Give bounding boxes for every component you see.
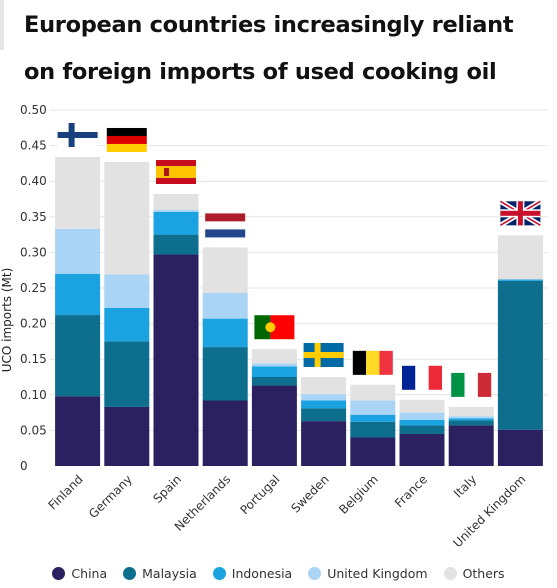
bar-segment (399, 412, 445, 420)
bar-segment (448, 416, 494, 419)
legend-item: Malaysia (123, 566, 197, 581)
x-tick-label: France (392, 472, 430, 510)
title-accent-bar (0, 0, 4, 50)
bar-segment (497, 279, 543, 281)
bar-segment (251, 385, 297, 466)
y-tick-label: 0 (20, 459, 28, 473)
germany-flag (106, 127, 147, 152)
y-axis-label: UCO imports (Mt) (0, 268, 14, 373)
bar-segment (251, 377, 297, 386)
bar-segment (301, 394, 347, 401)
bar-segment (251, 363, 297, 367)
bar-segment (104, 341, 150, 407)
bar-segment (448, 418, 494, 421)
x-tick-label: Belgium (336, 472, 381, 517)
x-tick-label: Portugal (237, 472, 282, 517)
bar-segment (301, 408, 347, 422)
bar-segment (104, 307, 150, 342)
stacked-bar-chart: 0 0.05 0.10 0.15 0.20 0.25 0.30 0.35 0.40 0.45 0.5… (0, 103, 548, 550)
bar-segment (350, 421, 396, 438)
bar-segment (350, 384, 396, 401)
bar-segment (399, 433, 445, 466)
legend-swatch (123, 566, 137, 580)
bar-segment (399, 399, 445, 413)
bar-segment (55, 156, 101, 229)
bar-segment (153, 234, 199, 255)
legend-label: Malaysia (142, 565, 197, 581)
bar-segment (301, 421, 347, 466)
legend-item: Others (443, 565, 505, 581)
bar-segment (153, 209, 199, 212)
sweden-flag (303, 343, 344, 367)
bar-segment (497, 280, 543, 430)
bar-segment (153, 194, 199, 210)
x-tick-label: Sweden (288, 472, 331, 515)
bar-segment (350, 414, 396, 422)
bar-segment (55, 315, 101, 397)
y-tick-label: 0.15 (20, 352, 47, 366)
legend-label: Others (462, 565, 505, 581)
bar-segment (104, 274, 150, 308)
legend: China Malaysia Indonesia United Kingdom Othe… (0, 562, 557, 584)
y-tick-label: 0.50 (20, 103, 47, 117)
legend-item: United Kingdom (308, 565, 428, 581)
legend-label: China (71, 565, 108, 581)
bar-segment (350, 400, 396, 415)
bar-segment (497, 429, 543, 466)
bar-segment (448, 406, 494, 417)
y-tick-label: 0.20 (20, 317, 47, 331)
x-tick-label: Germany (86, 472, 135, 521)
legend-swatch (52, 566, 66, 580)
bar-segment (350, 437, 396, 466)
legend-label: Indonesia (231, 565, 293, 581)
bar-segment (301, 377, 347, 395)
y-tick-label: 0.05 (20, 423, 47, 437)
legend-item: China (52, 566, 107, 581)
chart-title: European countries increasingly reliant … (24, 12, 514, 85)
bar-segment (202, 247, 248, 293)
legend-swatch (212, 566, 226, 580)
bar-segment (301, 400, 347, 409)
legend-item: Indonesia (212, 565, 293, 581)
bar-segment (251, 366, 297, 377)
spain-flag (156, 160, 196, 185)
x-tick-label: Spain (151, 472, 185, 506)
legend-label: United Kingdom (327, 565, 428, 581)
y-tick-label: 0.45 (20, 139, 47, 153)
bar-segment (104, 161, 150, 275)
united-kingdom-flag (499, 199, 542, 228)
y-tick-label: 0.25 (20, 281, 47, 295)
y-tick-label: 0.35 (20, 210, 47, 224)
bar-segment (497, 235, 543, 280)
bar-segment (251, 349, 297, 364)
bar-segment (55, 396, 101, 466)
bar-segment (104, 406, 150, 466)
bar-segment (399, 419, 445, 426)
bar-segment (448, 420, 494, 426)
bar-segment (153, 211, 199, 235)
portugal-flag (254, 315, 295, 340)
bar-segment (202, 318, 248, 348)
legend-swatch (308, 566, 322, 580)
bar-segment (202, 400, 248, 466)
finland-flag (57, 122, 98, 147)
italy-flag (451, 372, 492, 397)
y-tick-label: 0.40 (20, 174, 47, 188)
y-tick-label: 0.30 (20, 245, 47, 259)
belgium-flag (352, 350, 393, 375)
bar-segment (153, 254, 199, 466)
bar-segment (202, 347, 248, 401)
bar-segment (399, 425, 445, 434)
x-tick-label: Finland (45, 472, 85, 512)
bar-segment (448, 425, 494, 466)
y-tick-label: 0.10 (20, 388, 47, 402)
x-tick-label: Italy (451, 472, 479, 500)
bar-segment (55, 273, 101, 316)
netherlands-flag (205, 213, 246, 238)
bar-segment (55, 228, 101, 274)
france-flag (402, 365, 442, 390)
bar-segment (202, 292, 248, 319)
legend-swatch (443, 566, 457, 580)
